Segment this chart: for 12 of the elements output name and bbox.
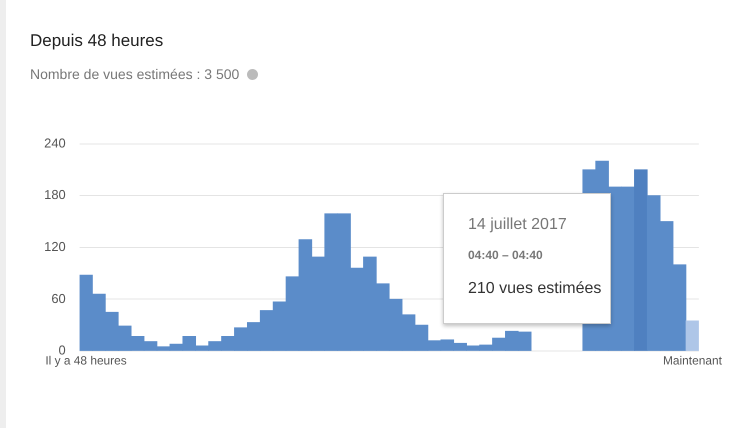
annotation: 210 vues estimées [468,280,602,298]
tooltip-card: 14 juillet 2017 04:40 – 04:40 210 vues estimées [443,193,611,324]
y-tick-label: 180 [44,187,66,202]
annotation: 04:40 – 04:40 [468,248,544,262]
y-tick-label: 240 [44,135,66,150]
chart-title: Depuis 48 heures [30,31,164,51]
y-tick-label: 120 [44,238,66,254]
chart-subtitle: Nombre de vues estimées : 3 500 [30,66,240,82]
annotation: 14 juillet 2017 [468,216,568,234]
x-tick-label: Maintenant [663,353,723,368]
y-tick-label: 60 [51,290,66,306]
bar [686,320,699,351]
